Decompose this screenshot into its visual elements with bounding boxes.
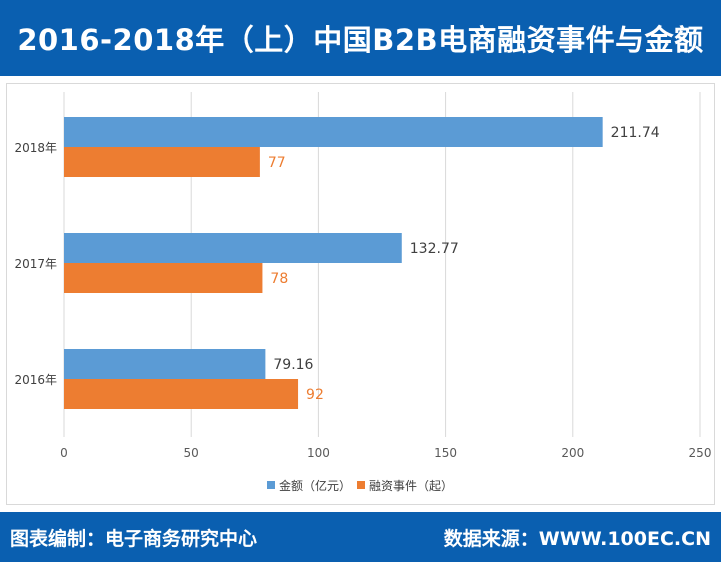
legend: 金额（亿元） 融资事件（起） (267, 478, 453, 493)
bar-amount (64, 117, 603, 147)
category-labels: 2018年 2017年 2016年 (14, 141, 57, 387)
category-label: 2017年 (14, 257, 57, 271)
legend-label: 金额（亿元） (279, 478, 351, 493)
chart-title: 2016-2018年（上）中国B2B电商融资事件与金额 (17, 23, 704, 57)
bars (64, 117, 603, 409)
chart-footer: 图表编制：电子商务研究中心 数据来源：WWW.100EC.CN (0, 512, 721, 562)
bar-amount (64, 349, 266, 379)
bar-events (64, 147, 260, 177)
data-label: 77 (268, 155, 286, 171)
chart-header: 2016-2018年（上）中国B2B电商融资事件与金额 (0, 0, 721, 76)
x-tick-label: 100 (307, 446, 330, 460)
x-tick-label: 150 (434, 446, 457, 460)
category-label: 2016年 (14, 373, 57, 387)
bar-events (64, 379, 299, 409)
data-label: 78 (270, 271, 288, 287)
data-label: 79.16 (273, 357, 313, 373)
data-label: 211.74 (611, 125, 660, 141)
data-label: 92 (306, 387, 324, 403)
x-tick-label: 200 (561, 446, 584, 460)
bar-amount (64, 233, 402, 263)
x-tick-label: 50 (184, 446, 199, 460)
legend-label: 融资事件（起） (369, 479, 453, 493)
bar-events (64, 263, 263, 293)
x-tick-label: 0 (60, 446, 68, 460)
data-labels: 211.74 77 132.77 78 79.16 92 (268, 125, 660, 403)
legend-swatch (357, 481, 365, 489)
footer-source: 数据来源：WWW.100EC.CN (443, 527, 711, 550)
category-label: 2018年 (14, 141, 57, 155)
legend-swatch (267, 481, 275, 489)
x-tick-label: 250 (689, 446, 712, 460)
x-tick-labels: 0 50 100 150 200 250 (60, 446, 711, 460)
footer-credit: 图表编制：电子商务研究中心 (10, 527, 258, 550)
data-label: 132.77 (410, 241, 459, 257)
